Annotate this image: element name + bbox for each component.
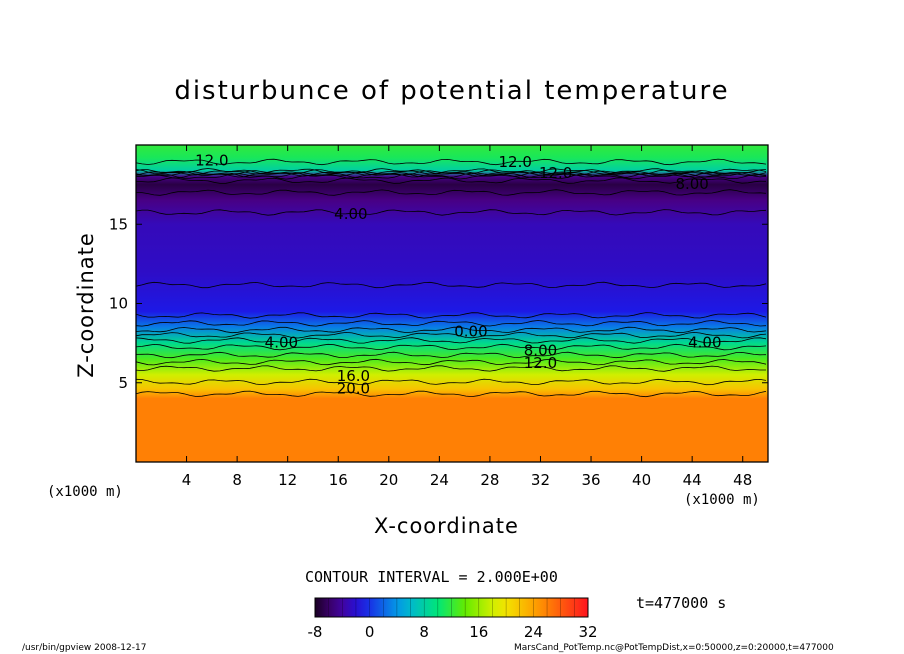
contour-labels: 12.0 12.012.04.008.000.004.00 4.008.0012.0… [195,151,721,397]
contour-label: 12.0 [195,151,228,169]
contour-label: 20.0 [337,380,370,398]
x-tick-label: 32 [531,471,550,489]
z-unit-label: (x1000 m) [47,484,123,500]
contour-lines [136,158,767,398]
contour-line [136,169,767,176]
y-axis-ticks: 5 10 15 [109,215,768,392]
contour-line [136,378,767,386]
contour-line [136,351,767,359]
colorbar-tick-label: 16 [469,623,488,641]
x-axis-label: X-coordinate [374,514,519,538]
time-text: t=477000 s [636,594,727,612]
colorbar-tick-label: 32 [578,623,597,641]
contour-line [136,189,767,196]
contour-label: 8.00 [675,175,708,193]
x-axis-ticks: 4 8 12 16 20 24 28 32 36 40 44 48 [182,145,752,489]
chart-title: disturbunce of potential temperature [174,76,730,106]
contour-line [136,281,767,289]
contour-line [136,390,767,398]
footer-right: MarsCand_PotTemp.nc@PotTempDist,x=0:5000… [514,643,834,653]
colorbar-tick-label: -8 [308,623,323,641]
contour-line [136,209,767,216]
contour-label: 12.0 [498,153,531,171]
contour-label: 4.00 [334,205,367,223]
x-tick-label: 20 [379,471,398,489]
contour-line [136,158,767,166]
contour-line [136,326,767,334]
x-tick-label: 8 [232,471,242,489]
contour-label: 12.0 [524,354,557,372]
x-tick-label: 24 [430,471,449,489]
colorbar-tick-label: 8 [419,623,429,641]
contour-interval-text: CONTOUR INTERVAL = 2.000E+00 [305,568,558,586]
x-tick-label: 40 [632,471,651,489]
contour-label: 4.00 [265,334,298,352]
x-tick-label: 4 [182,471,192,489]
contour-line [136,170,767,177]
colorbar-tick-label: 24 [524,623,543,641]
y-axis-label: Z-coordinate [74,232,98,378]
field-fill [136,145,768,462]
contour-label: 12.0 [539,164,572,182]
contour-line [136,312,767,319]
contour-line [136,358,767,366]
contour-field [136,145,768,462]
contour-line [136,168,767,175]
contour-line [136,337,767,344]
contour-line [136,172,767,180]
contour-label: 8.00 [524,342,557,360]
x-tick-label: 28 [480,471,499,489]
y-tick-label: 10 [109,295,128,313]
contour-line [136,177,767,184]
contour-line [136,320,767,327]
x-tick-label: 44 [683,471,702,489]
x-tick-label: 16 [329,471,348,489]
contour-line [136,365,766,372]
x-tick-label: 36 [581,471,600,489]
x-unit-label: (x1000 m) [684,492,760,508]
contour-line [136,343,767,351]
contour-line [136,331,767,339]
footer-left: /usr/bin/gpview 2008-12-17 [22,643,147,653]
colorbar: -8 0 8 16 24 32 [308,597,598,641]
contour-label: 0.00 [454,323,487,341]
contour-label: 16.0 [337,367,370,385]
colorbar-tick-label: 0 [365,623,375,641]
contour-label: 4.00 [688,334,721,352]
x-tick-label: 48 [733,471,752,489]
y-tick-label: 5 [118,374,128,392]
x-tick-label: 12 [278,471,297,489]
y-tick-label: 15 [109,215,128,233]
